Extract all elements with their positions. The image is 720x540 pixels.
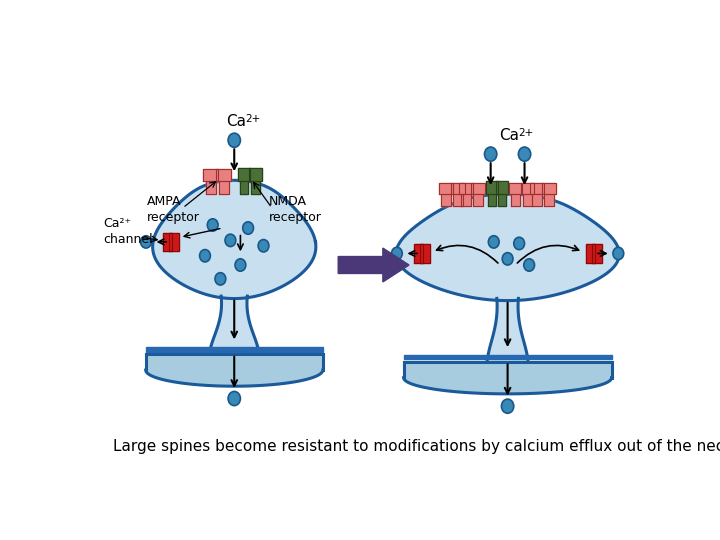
Polygon shape [145,354,323,386]
Ellipse shape [140,235,151,248]
Text: Ca: Ca [226,114,246,130]
Text: 2+: 2+ [245,114,261,124]
Polygon shape [593,244,602,262]
Polygon shape [474,194,483,206]
Polygon shape [206,181,216,194]
Polygon shape [238,168,251,181]
Ellipse shape [503,253,513,265]
Polygon shape [544,194,554,206]
Polygon shape [510,194,520,206]
Polygon shape [542,183,556,194]
Ellipse shape [225,234,235,247]
Polygon shape [204,169,218,181]
Polygon shape [396,194,619,301]
Polygon shape [219,181,229,194]
Polygon shape [521,183,534,194]
Text: Large spines become resistant to modifications by calcium efflux out of the neck: Large spines become resistant to modific… [113,439,720,454]
Polygon shape [251,181,260,194]
Ellipse shape [613,247,624,260]
Polygon shape [459,183,473,194]
Polygon shape [163,233,172,251]
Ellipse shape [501,399,514,413]
Polygon shape [439,183,453,194]
Polygon shape [217,169,231,181]
Ellipse shape [488,235,499,248]
Polygon shape [413,244,423,262]
Ellipse shape [243,222,253,234]
Polygon shape [486,181,498,194]
Polygon shape [428,202,588,296]
Text: Ca: Ca [499,129,519,143]
Polygon shape [523,194,532,206]
Polygon shape [462,194,471,206]
Polygon shape [404,361,611,394]
Text: 2+: 2+ [518,128,534,138]
Ellipse shape [199,249,210,262]
Ellipse shape [485,147,497,161]
Ellipse shape [235,259,246,271]
Ellipse shape [523,259,534,271]
Ellipse shape [215,273,226,285]
Polygon shape [441,194,451,206]
Polygon shape [404,355,611,359]
Ellipse shape [228,133,240,147]
Ellipse shape [258,240,269,252]
Polygon shape [169,233,179,251]
Polygon shape [454,194,463,206]
Polygon shape [145,347,323,352]
Polygon shape [420,244,430,262]
Polygon shape [176,190,293,294]
Polygon shape [240,181,248,194]
Polygon shape [451,183,465,194]
Text: NMDA
receptor: NMDA receptor [269,195,322,224]
Polygon shape [210,296,259,354]
Polygon shape [530,183,544,194]
Polygon shape [496,181,508,194]
Ellipse shape [207,219,218,231]
Polygon shape [585,244,595,262]
Polygon shape [498,194,506,206]
Ellipse shape [228,392,240,406]
Polygon shape [487,299,528,361]
Ellipse shape [514,237,525,249]
Polygon shape [532,194,541,206]
Polygon shape [153,180,316,299]
Polygon shape [338,248,409,282]
Ellipse shape [392,247,402,260]
Text: Ca²⁺
channel: Ca²⁺ channel [104,217,153,246]
Polygon shape [472,183,485,194]
Polygon shape [249,168,261,181]
Polygon shape [508,183,522,194]
Polygon shape [487,194,495,206]
Ellipse shape [518,147,531,161]
Text: AMPA
receptor: AMPA receptor [148,195,200,224]
